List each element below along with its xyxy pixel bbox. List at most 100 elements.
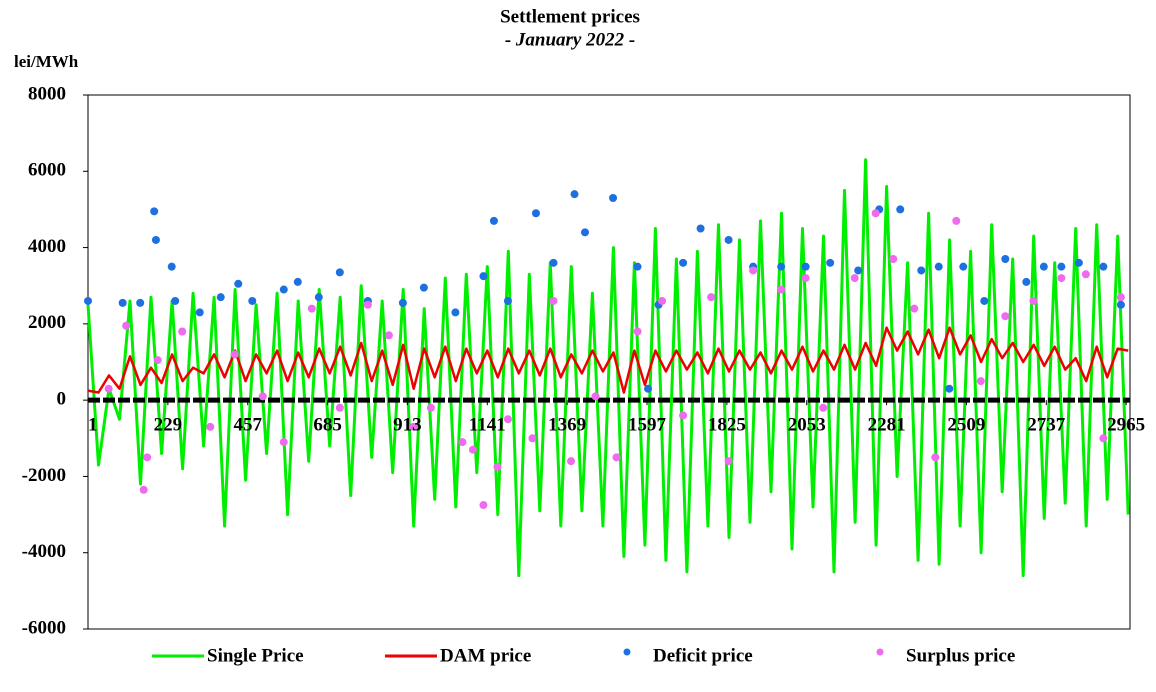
x-tick-label: 1597: [628, 415, 667, 436]
data-point: [633, 262, 642, 271]
data-point: [314, 293, 323, 302]
legend-label: Single Price: [207, 645, 304, 666]
data-point: [707, 293, 716, 302]
data-point: [489, 216, 498, 225]
data-point: [279, 285, 288, 294]
chart-title: Settlement prices: [500, 6, 640, 27]
data-point: [248, 296, 257, 305]
data-point: [216, 293, 225, 302]
data-point: [679, 258, 688, 267]
plot-frame: [87, 94, 1131, 630]
data-point: [777, 262, 786, 271]
data-point: [581, 228, 590, 237]
data-point: [896, 205, 905, 214]
data-point: [398, 298, 407, 307]
data-point: [451, 308, 460, 317]
data-point: [934, 262, 943, 271]
data-point: [871, 209, 880, 218]
data-point: [493, 462, 502, 471]
data-point: [1116, 293, 1125, 302]
data-point: [153, 356, 162, 365]
data-point: [724, 235, 733, 244]
data-point: [122, 321, 131, 330]
x-tick-label: 1369: [548, 415, 586, 436]
data-point: [612, 453, 621, 462]
x-tick-label: 685: [313, 415, 342, 436]
data-point: [1029, 296, 1038, 305]
data-point: [801, 262, 810, 271]
data-point: [206, 422, 215, 431]
data-point: [143, 453, 152, 462]
data-point: [1099, 262, 1108, 271]
data-point: [910, 304, 919, 313]
data-point: [1074, 258, 1083, 267]
data-point: [549, 296, 558, 305]
data-point: [819, 403, 828, 412]
data-point: [889, 255, 898, 264]
data-point: [1001, 255, 1010, 264]
data-point: [84, 296, 92, 305]
data-point: [426, 403, 435, 412]
legend-label: DAM price: [440, 645, 531, 666]
data-point: [178, 327, 187, 336]
data-point: [307, 304, 316, 313]
x-tick-label: 2053: [788, 415, 826, 436]
data-point: [801, 274, 810, 283]
data-point: [980, 296, 989, 305]
data-point: [658, 296, 667, 305]
data-point: [917, 266, 926, 275]
data-point: [234, 279, 243, 288]
data-point: [167, 262, 176, 271]
series-line: [86, 158, 1130, 578]
y-tick-label: 2000: [28, 312, 66, 333]
data-point: [826, 258, 835, 267]
data-point: [1001, 312, 1010, 321]
data-point: [136, 298, 145, 307]
legend-label: Surplus price: [906, 645, 1015, 666]
data-point: [479, 272, 488, 281]
x-tick-label: 457: [233, 415, 262, 436]
data-point: [931, 453, 940, 462]
data-point: [230, 350, 239, 359]
data-point: [959, 262, 968, 271]
series-line: [87, 326, 1129, 394]
data-point: [1022, 277, 1031, 286]
data-point: [503, 296, 512, 305]
data-point: [528, 434, 537, 443]
data-point: [1116, 300, 1125, 309]
y-tick-label: 0: [57, 389, 67, 410]
x-tick-label: 1: [88, 415, 98, 436]
data-point: [479, 501, 488, 510]
y-tick-label: 6000: [28, 160, 66, 181]
data-point: [976, 377, 985, 386]
legend-swatch: [876, 648, 884, 656]
data-point: [258, 392, 267, 401]
data-point: [591, 392, 600, 401]
data-point: [139, 485, 148, 494]
data-point: [1081, 270, 1090, 279]
x-tick-label: 2509: [947, 415, 985, 436]
y-tick-label: -4000: [22, 541, 66, 562]
y-tick-label: 8000: [28, 83, 66, 104]
data-point: [279, 438, 288, 447]
data-point: [384, 331, 393, 340]
data-point: [570, 190, 579, 199]
data-point: [1039, 262, 1048, 271]
data-point: [151, 235, 160, 244]
data-point: [419, 283, 428, 292]
data-point: [335, 403, 344, 412]
data-point: [644, 384, 653, 393]
y-tick-label: 4000: [28, 236, 66, 257]
data-point: [633, 327, 642, 336]
x-tick-label: 1141: [469, 415, 506, 436]
data-point: [850, 274, 859, 283]
y-tick-label: -2000: [22, 465, 66, 486]
x-tick-label: 2737: [1027, 415, 1066, 436]
data-point: [409, 422, 418, 431]
data-point: [952, 216, 961, 225]
x-tick-label: 229: [154, 415, 183, 436]
x-tick-label: 913: [393, 415, 422, 436]
data-point: [503, 415, 512, 424]
data-point: [854, 266, 863, 275]
